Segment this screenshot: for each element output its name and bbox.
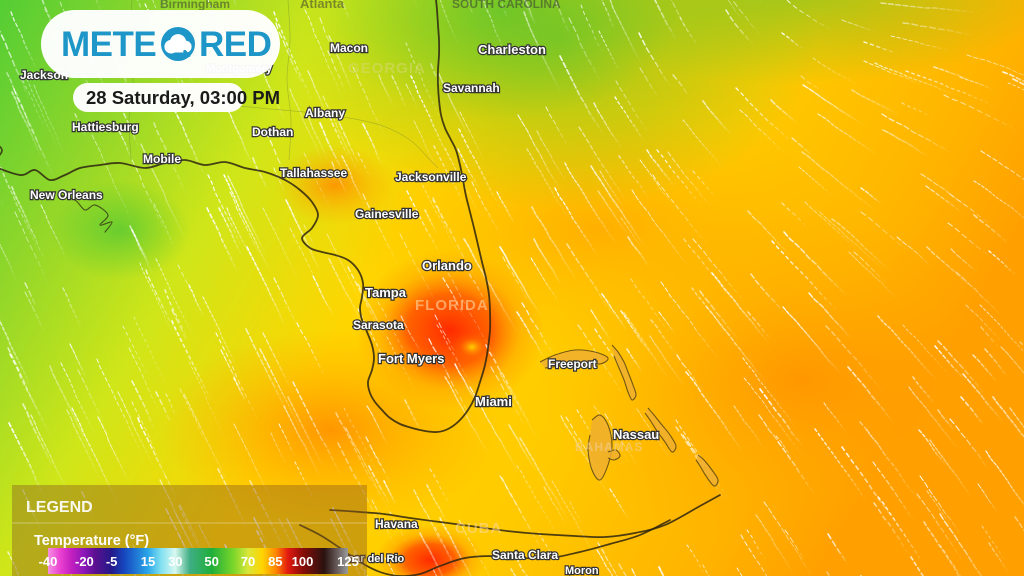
svg-text:METE: METE	[61, 25, 156, 64]
svg-text:-40: -40	[39, 554, 58, 569]
svg-text:50: 50	[204, 554, 218, 569]
svg-text:LEGEND: LEGEND	[26, 499, 93, 516]
svg-text:-5: -5	[106, 554, 118, 569]
svg-text:15: 15	[141, 554, 155, 569]
svg-text:-20: -20	[75, 554, 94, 569]
svg-text:85: 85	[268, 554, 282, 569]
svg-text:28 Saturday, 03:00 PM: 28 Saturday, 03:00 PM	[86, 87, 280, 108]
svg-text:100: 100	[292, 554, 314, 569]
svg-text:RED: RED	[199, 25, 271, 64]
svg-text:Temperature (°F): Temperature (°F)	[34, 533, 149, 549]
svg-text:70: 70	[241, 554, 255, 569]
svg-text:30: 30	[168, 554, 182, 569]
svg-text:125: 125	[337, 554, 359, 569]
